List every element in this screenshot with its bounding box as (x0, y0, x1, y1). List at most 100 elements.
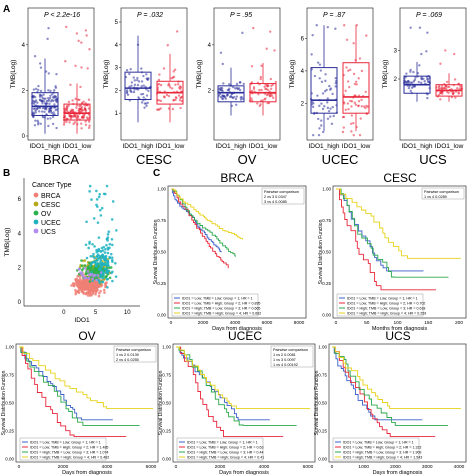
data-point-low (258, 88, 261, 92)
data-point-low (443, 86, 446, 90)
data-point-low (84, 104, 87, 107)
scatter-point-ucec (114, 261, 117, 265)
boxplot-ov: TMB(Log) P = .95 4 2 IDO1_high IDO1_low OV (196, 7, 281, 167)
scatter-point-ucec (107, 230, 111, 234)
data-point-low (167, 107, 171, 110)
pairwise-title: Pairwise comparison (264, 190, 299, 194)
y-tick-label: 0.75 (162, 373, 171, 378)
legend-label: IDO1 = High; TMB = High; Group = 4; HR =… (187, 455, 264, 459)
data-point-high (412, 80, 416, 83)
data-point-high (236, 87, 240, 91)
data-point-high (53, 89, 56, 92)
data-point-low (439, 98, 442, 101)
data-point-low (76, 115, 80, 118)
scatter-point-ucec (100, 246, 104, 250)
y-tick-label: 4 (115, 43, 119, 49)
data-point-low (250, 65, 254, 68)
data-point-low (79, 109, 82, 112)
data-point-high (321, 92, 325, 95)
x-tick-label: 0 (335, 320, 338, 326)
data-point-low (174, 83, 177, 86)
data-point-low (265, 85, 269, 88)
data-point-high (36, 107, 39, 110)
data-point-high (414, 76, 417, 79)
data-point-high (45, 108, 48, 111)
pairwise-value: 1 vs 2 0.0081 (273, 353, 296, 357)
data-point-high (221, 97, 225, 101)
data-point-low (257, 93, 260, 96)
data-point-low (252, 86, 256, 89)
data-point-high (409, 26, 412, 29)
data-point-low (365, 104, 368, 108)
y-tick-label: 0.00 (157, 313, 166, 318)
data-point-low (179, 106, 182, 110)
plot-frame (213, 7, 281, 141)
data-point-low (346, 80, 350, 83)
data-point-high (32, 107, 36, 110)
data-point-high (146, 101, 149, 104)
data-point-low (78, 98, 81, 102)
data-point-high (38, 93, 42, 97)
data-point-low (357, 77, 360, 80)
x-axis-label: Days from diagnosis (219, 470, 269, 475)
data-point-high (33, 124, 37, 127)
scatter-point-ucec (111, 260, 114, 263)
scatter-point-ucec (111, 279, 114, 283)
panel-b-scatter: TMB(Log) IDO1 0 5 10 6 4 2 0 Cancer Type BRCA CESC O… (4, 178, 140, 324)
y-tick-label: 0.25 (5, 429, 14, 434)
scatter-point-brca (86, 294, 90, 297)
x-tick-label: IDO1_low (156, 143, 185, 150)
x-tick-label: IDO1_low (63, 143, 92, 150)
y-tick-label: 6 (301, 36, 305, 42)
legend-marker (33, 228, 39, 234)
data-point-high (221, 90, 224, 93)
x-tick-label: IDO1_high (401, 143, 432, 150)
x-tick-label: IDO1_high (122, 143, 153, 150)
data-point-high (219, 88, 222, 92)
data-point-low (73, 121, 77, 124)
scatter-point-ucec (103, 263, 106, 267)
scatter-point-ucec (99, 274, 103, 277)
panel-label-b: B (3, 168, 10, 179)
x-tick-label: 6000 (303, 464, 314, 470)
scatter-point-ucec (87, 246, 90, 250)
data-point-high (331, 92, 334, 96)
data-point-high (39, 89, 43, 93)
data-point-high (44, 102, 47, 105)
y-tick-label: 4 (208, 43, 212, 49)
y-tick-label: 1 (115, 111, 119, 117)
scatter-point-ucs (84, 267, 87, 270)
x-tick-label: 3000 (422, 464, 433, 470)
scatter-point-brca (72, 284, 76, 288)
km-title: CESC (383, 171, 417, 185)
data-point-high (318, 104, 321, 108)
data-point-high (53, 103, 56, 106)
data-point-high (42, 93, 45, 96)
km-title: BRCA (220, 171, 253, 185)
data-point-low (65, 117, 69, 120)
data-point-low (439, 92, 442, 95)
scatter-point-brca (86, 279, 90, 282)
scatter-point-ucec (103, 258, 107, 261)
data-point-low (360, 105, 363, 108)
scatter-point-ucec (96, 221, 100, 224)
y-tick-label: 0.00 (318, 457, 327, 462)
data-point-high (318, 63, 322, 66)
data-point-high (423, 79, 426, 83)
data-point-low (175, 30, 179, 33)
data-point-low (274, 80, 277, 84)
data-point-low (172, 98, 175, 102)
scatter-point-brca (94, 283, 97, 286)
data-point-low (445, 80, 449, 84)
data-point-low (268, 30, 272, 33)
data-point-high (222, 82, 225, 85)
data-point-low (167, 94, 171, 98)
data-point-high (48, 108, 52, 112)
scatter-point-brca (90, 293, 93, 297)
scatter-point-ucec (111, 243, 114, 247)
box-high (310, 67, 338, 114)
pairwise-value: 1 vs 4 0.0289 (424, 195, 447, 199)
data-point-low (176, 83, 180, 86)
scatter-point-ucec (104, 248, 107, 251)
y-axis-label: TMB(Log) (4, 228, 11, 257)
